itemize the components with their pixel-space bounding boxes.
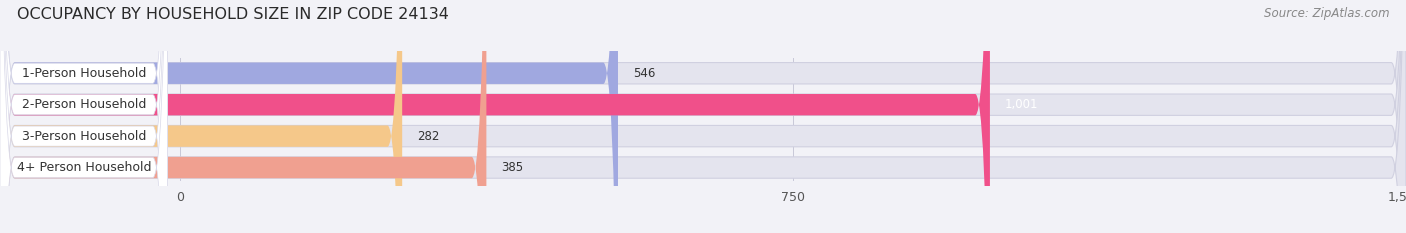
Text: Source: ZipAtlas.com: Source: ZipAtlas.com xyxy=(1264,7,1389,20)
FancyBboxPatch shape xyxy=(0,0,619,233)
Text: 3-Person Household: 3-Person Household xyxy=(21,130,146,143)
Text: 1-Person Household: 1-Person Household xyxy=(21,67,146,80)
Text: 546: 546 xyxy=(633,67,655,80)
FancyBboxPatch shape xyxy=(0,0,167,233)
FancyBboxPatch shape xyxy=(0,0,167,233)
FancyBboxPatch shape xyxy=(0,0,990,233)
FancyBboxPatch shape xyxy=(0,0,402,233)
Text: OCCUPANCY BY HOUSEHOLD SIZE IN ZIP CODE 24134: OCCUPANCY BY HOUSEHOLD SIZE IN ZIP CODE … xyxy=(17,7,449,22)
Text: 1,001: 1,001 xyxy=(1005,98,1038,111)
Text: 282: 282 xyxy=(418,130,439,143)
FancyBboxPatch shape xyxy=(0,0,167,233)
FancyBboxPatch shape xyxy=(0,0,167,233)
Text: 2-Person Household: 2-Person Household xyxy=(21,98,146,111)
FancyBboxPatch shape xyxy=(0,0,486,233)
Text: 4+ Person Household: 4+ Person Household xyxy=(17,161,150,174)
Text: 385: 385 xyxy=(501,161,523,174)
